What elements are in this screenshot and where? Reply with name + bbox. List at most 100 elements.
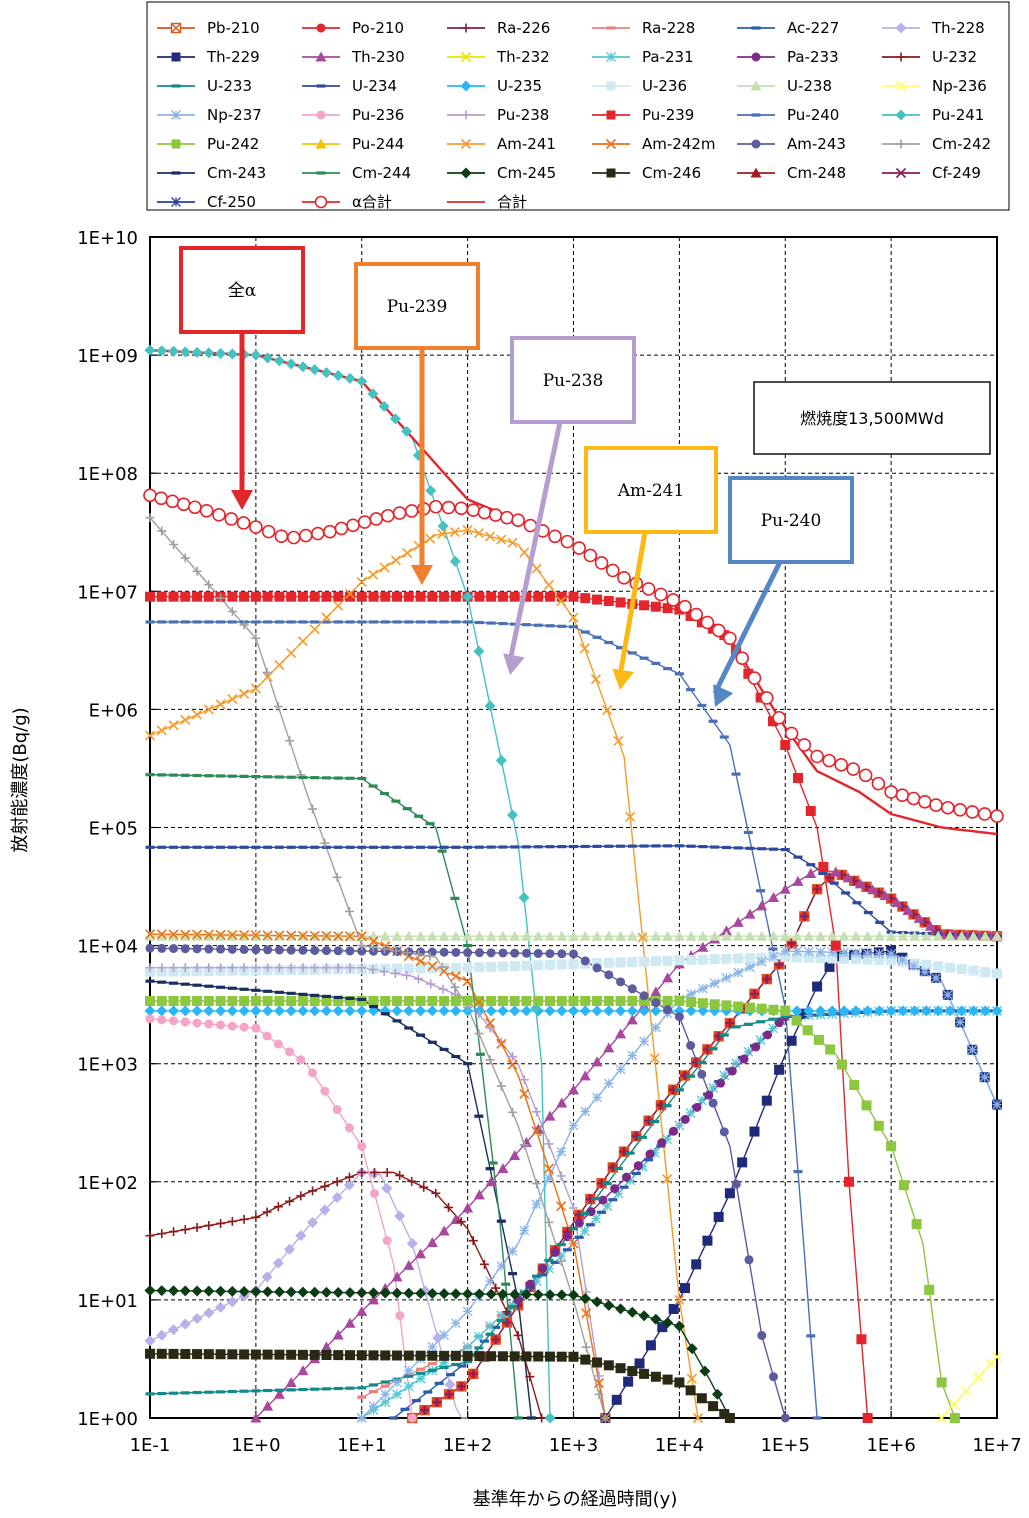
data-point-pu-236	[239, 1022, 249, 1032]
data-point-th-228	[284, 1243, 296, 1255]
data-point-th-229	[724, 1188, 735, 1199]
data-point-pu-239	[168, 591, 179, 602]
data-point-u-235	[450, 1005, 462, 1017]
data-point-np-237	[439, 1330, 450, 1341]
legend-label-pu-241: Pu-241	[932, 106, 984, 124]
data-point-pu-238	[368, 965, 378, 975]
data-point-u-232	[251, 1212, 261, 1222]
data-point-pu-239	[297, 591, 308, 602]
data-point-u-238	[673, 930, 685, 941]
data-point-u-234	[580, 844, 590, 849]
data-point-cm-246	[415, 1350, 426, 1361]
data-point-u-232	[239, 1214, 249, 1224]
data-point-cm-242	[474, 1029, 484, 1039]
data-point-pu-236	[285, 1047, 295, 1057]
legend-label-th-230: Th-230	[351, 48, 405, 66]
data-point-u-234	[404, 845, 414, 849]
data-point-th-230	[273, 1388, 285, 1399]
data-point-th-230	[497, 1163, 509, 1174]
data-point-np-237	[507, 1246, 518, 1257]
callout-arrowhead-am-241	[612, 668, 634, 690]
data-point-u-234	[852, 901, 862, 905]
data-point-cm-243	[404, 1026, 414, 1030]
data-point-th-230	[830, 866, 842, 877]
legend-marker-pu-240	[751, 113, 761, 117]
data-point-u-236	[603, 957, 614, 968]
data-point-am-242m	[531, 1126, 542, 1137]
data-point-series	[654, 587, 668, 602]
data-point-series	[274, 529, 289, 544]
data-point-u-238	[732, 930, 744, 941]
data-point-th-230	[415, 1248, 427, 1259]
data-point-pu-240	[731, 772, 741, 776]
data-point-pu-238	[474, 1009, 484, 1019]
data-point-cm-245	[403, 1287, 415, 1299]
data-point-th-229	[702, 1235, 713, 1246]
data-point-cm-244	[310, 776, 320, 780]
data-point-am-242m	[473, 996, 484, 1008]
data-point-u-235	[579, 1005, 591, 1017]
data-point-ra-226	[444, 1389, 454, 1399]
data-point-pa-233	[680, 1114, 690, 1124]
legend-marker-u-232	[896, 52, 906, 62]
data-point-pu-238	[485, 1023, 495, 1033]
data-point-series	[261, 524, 276, 539]
data-point-u-232	[296, 1191, 306, 1201]
data-point-cm-245	[579, 1292, 591, 1304]
data-point-ra-226	[456, 1381, 466, 1391]
data-point-u-232	[145, 1231, 155, 1241]
data-point-cm-246	[685, 1385, 696, 1396]
data-point-u-232	[344, 1172, 354, 1182]
data-point-u-238	[144, 930, 156, 941]
data-point-pu-238	[298, 963, 308, 973]
data-point-u-236	[427, 963, 438, 974]
data-point-series	[678, 599, 692, 614]
data-point-pu-238	[310, 963, 320, 973]
data-point-pu-238	[390, 968, 400, 978]
data-point-cm-246	[708, 1401, 719, 1412]
legend-label-am-242m: Am-242m	[642, 135, 716, 153]
data-point-u-238	[720, 930, 732, 941]
data-point-u-236	[462, 962, 473, 973]
data-point-u-234	[251, 845, 261, 849]
data-point-pu-238	[426, 979, 436, 989]
data-point-pu-238	[569, 1203, 578, 1213]
callouts: 全α Pu-239 Pu-238 Am-241 Pu-240 燃焼度13,500MWd	[179, 246, 991, 707]
data-point-pu-239	[474, 591, 485, 602]
data-point-ra-228	[369, 1390, 379, 1394]
data-point-ac-227	[868, 1010, 878, 1014]
legend-marker-am-242m	[605, 138, 617, 150]
data-point-am-243	[521, 948, 531, 958]
data-point-series	[784, 726, 799, 741]
data-point-pu-242	[756, 1003, 767, 1014]
data-point-pu-242	[486, 995, 497, 1006]
data-point-u-233	[180, 1391, 190, 1395]
data-point-ra-228	[380, 1384, 390, 1388]
data-point-ac-227	[963, 1009, 973, 1013]
data-point-am-241	[692, 1412, 704, 1424]
legend-marker-pa-231	[606, 52, 616, 62]
data-point-np-237	[603, 1078, 614, 1089]
data-point-pu-242	[949, 1413, 960, 1423]
data-point-pu-241	[425, 485, 437, 497]
plot-frame	[149, 236, 998, 1419]
data-point-am-242m	[415, 956, 426, 967]
data-point-pu-239	[843, 1176, 854, 1187]
data-point-cm-243	[392, 1019, 402, 1023]
data-point-pu-238	[274, 963, 284, 973]
y-tick-label: 1E+10	[77, 228, 138, 249]
data-point-u-235	[262, 1005, 274, 1017]
data-point-u-233	[463, 1360, 473, 1364]
data-point-series	[392, 506, 407, 520]
legend-label-th-228: Th-228	[931, 19, 985, 37]
data-point-pu-239	[439, 591, 450, 602]
data-point-th-228	[331, 1191, 343, 1203]
data-point-ra-226	[432, 1397, 442, 1407]
legend-marker-u-238	[750, 80, 762, 91]
data-point-cm-242	[320, 838, 330, 848]
data-point-am-242m	[485, 1017, 496, 1028]
data-point-pu-242	[156, 995, 167, 1006]
data-point-pu-240	[768, 947, 778, 951]
data-point-th-230	[779, 883, 791, 894]
data-point-u-236	[980, 967, 991, 978]
